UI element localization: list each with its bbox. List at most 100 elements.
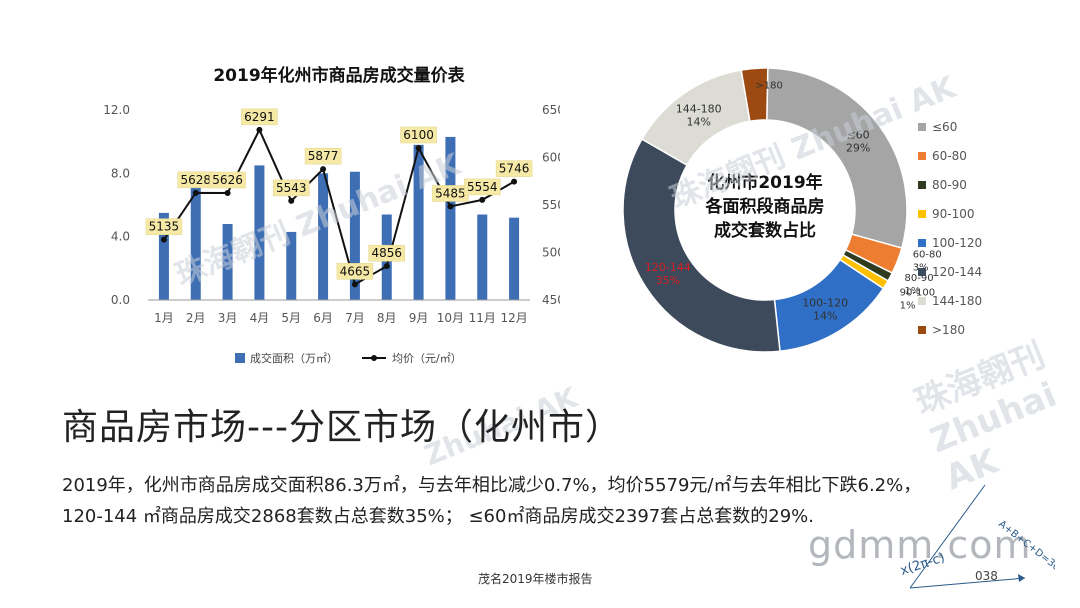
legend-line-label: 均价（元/㎡） — [392, 352, 462, 365]
bar — [286, 231, 297, 300]
x-axis-tick: 2月 — [186, 311, 206, 325]
price-point — [511, 178, 518, 185]
bar — [445, 136, 456, 300]
slice-label: ≤60 — [846, 128, 869, 141]
legend-label: 60-80 — [932, 149, 967, 163]
page-number: 038 — [975, 569, 998, 583]
x-axis-tick: 3月 — [218, 311, 238, 325]
legend-label: >180 — [932, 323, 965, 337]
price-label-box — [145, 218, 183, 235]
bar — [158, 212, 169, 300]
slice-label: 35% — [656, 274, 680, 287]
bar — [254, 165, 265, 300]
slice-label: 29% — [846, 141, 870, 154]
deco-expression: x(2π-c) — [899, 550, 947, 578]
chart-title: 2019年化州市商品房成交量价表 — [213, 65, 465, 86]
price-data-label: 5877 — [308, 149, 339, 163]
slice-label: >180 — [755, 80, 782, 91]
bar — [318, 173, 329, 300]
slice-label: 80-90 — [905, 273, 934, 284]
x-axis-tick: 8月 — [377, 311, 397, 325]
donut-center-title: 各面积段商品房 — [705, 196, 825, 217]
summary-line-1: 2019年，化州市商品房成交面积86.3万㎡，与去年相比减少0.7%，均价557… — [62, 475, 922, 496]
bar — [222, 224, 233, 300]
left-axis-tick: 8.0 — [111, 166, 130, 180]
area-share-donut-chart: ≤6029%60-803%80-901%90-1001%100-12014%12… — [622, 67, 982, 353]
slice-label: 90-100 — [900, 288, 935, 299]
donut-slice — [622, 138, 781, 353]
summary-line-2: 120-144 ㎡商品房成交2868套数占总套数35%； ≤60㎡商品房成交23… — [62, 506, 814, 527]
price-label-box — [273, 179, 310, 197]
bar — [509, 217, 520, 300]
legend-label: ≤60 — [932, 120, 957, 134]
slice-label: 1% — [905, 286, 921, 297]
bar — [349, 171, 360, 300]
price-label-box — [336, 263, 374, 280]
price-point — [415, 145, 422, 151]
price-line — [163, 127, 515, 286]
price-data-label: 6291 — [244, 110, 275, 124]
summary-text: 2019年，化州市商品房成交面积86.3万㎡，与去年相比减少0.7%，均价557… — [62, 470, 1042, 532]
slice-label: 14% — [686, 115, 710, 128]
legend-label: 144-180 — [932, 294, 982, 308]
slice-label: 3% — [913, 262, 929, 273]
price-label-box — [241, 108, 278, 126]
price-label-box — [304, 147, 342, 165]
slice-label: 120-144 — [645, 261, 691, 274]
price-point — [224, 190, 231, 197]
x-axis-tick: 9月 — [409, 311, 429, 325]
price-data-label: 6100 — [403, 128, 434, 142]
bar — [413, 144, 424, 300]
x-axis-tick: 5月 — [281, 311, 301, 325]
slice-label: 100-120 — [802, 297, 848, 310]
right-axis-tick: 5000 — [542, 246, 560, 260]
price-data-label: 5628 — [180, 173, 211, 187]
price-data-label: 5543 — [276, 181, 307, 195]
price-data-label: 5485 — [435, 186, 466, 200]
slice-label: 1% — [900, 301, 916, 312]
legend-bar-label: 成交面积（万㎡） — [250, 351, 338, 365]
price-point — [160, 236, 167, 243]
price-point — [288, 197, 295, 204]
legend-label: 90-100 — [932, 207, 975, 221]
price-point — [320, 166, 327, 173]
price-data-label: 4856 — [371, 246, 402, 260]
price-data-label: 5135 — [149, 220, 180, 234]
x-axis-tick: 6月 — [313, 311, 333, 325]
x-axis-tick: 4月 — [250, 311, 270, 325]
volume-price-chart: 2019年化州市商品房成交量价表 0.0 4.0 8.0 12.0 4500 5000 550… — [103, 65, 560, 365]
x-axis-tick: 12月 — [500, 311, 527, 325]
slice-label: 144-180 — [676, 102, 722, 115]
right-axis-tick: 4500 — [542, 293, 560, 307]
x-axis-tick: 1月 — [154, 311, 174, 325]
price-label-box — [209, 171, 246, 189]
legend-swatch — [918, 210, 926, 218]
bar — [477, 214, 488, 300]
legend-swatch — [918, 123, 926, 131]
price-point — [256, 126, 263, 133]
legend-label: 100-120 — [932, 236, 982, 250]
legend-swatch — [918, 297, 926, 305]
right-axis-tick: 5500 — [542, 198, 560, 212]
x-axis-tick: 10月 — [437, 311, 464, 325]
price-data-label: 5626 — [212, 173, 243, 187]
price-label-box — [495, 160, 533, 177]
price-point — [447, 203, 454, 210]
price-label-box — [400, 126, 437, 144]
donut-center-title: 化州市2019年 — [707, 172, 822, 193]
legend-line-marker — [371, 355, 377, 361]
site-watermark: gdmm.com — [808, 523, 1032, 567]
price-label-box — [368, 244, 405, 262]
right-axis-tick: 6500 — [542, 103, 560, 117]
price-point — [192, 189, 199, 196]
section-title: 商品房市场---分区市场（化州市） — [62, 407, 622, 448]
donut-slice — [766, 67, 908, 249]
slice-label: 14% — [813, 310, 837, 323]
legend-label: 120-144 — [932, 265, 982, 279]
legend-label: 80-90 — [932, 178, 967, 192]
price-data-label: 4665 — [340, 264, 371, 278]
price-label-box — [464, 178, 501, 196]
legend-swatch — [918, 152, 926, 160]
deco-formula: A+B+C+D=360 — [996, 519, 1055, 578]
price-point — [351, 281, 358, 288]
